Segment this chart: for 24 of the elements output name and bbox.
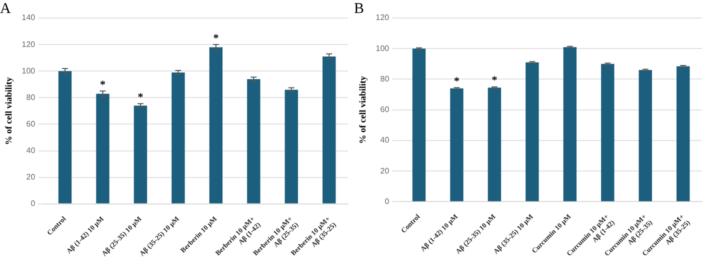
y-tick-label: 60 bbox=[380, 105, 390, 114]
y-tick-label: 100 bbox=[376, 44, 390, 53]
y-tick-label: 80 bbox=[26, 92, 36, 102]
annotation: * bbox=[100, 78, 106, 91]
y-tick-label: 60 bbox=[26, 119, 36, 128]
y-axis-title: % of cell viability bbox=[4, 76, 14, 145]
annotation: * bbox=[454, 76, 460, 88]
annotation: * bbox=[213, 32, 220, 44]
annotation: * bbox=[492, 74, 498, 87]
annotation: * bbox=[138, 91, 144, 104]
y-tick-label: 100 bbox=[22, 66, 36, 76]
y-tick-label: 40 bbox=[380, 136, 390, 145]
y-tick-label: 40 bbox=[26, 146, 36, 155]
y-tick-label: 80 bbox=[380, 74, 390, 84]
y-tick-label: 0 bbox=[30, 199, 36, 208]
y-tick-label: 120 bbox=[376, 13, 390, 22]
y-tick-label: 140 bbox=[22, 13, 36, 22]
chart-title: A bbox=[0, 0, 11, 17]
y-tick-label: 20 bbox=[26, 172, 36, 182]
y-axis-title: % of cell viability bbox=[358, 75, 368, 144]
y-tick-label: 0 bbox=[384, 196, 390, 206]
chart-title: B bbox=[354, 0, 364, 17]
y-tick-label: 20 bbox=[380, 166, 390, 176]
y-tick-label: 120 bbox=[22, 40, 36, 49]
